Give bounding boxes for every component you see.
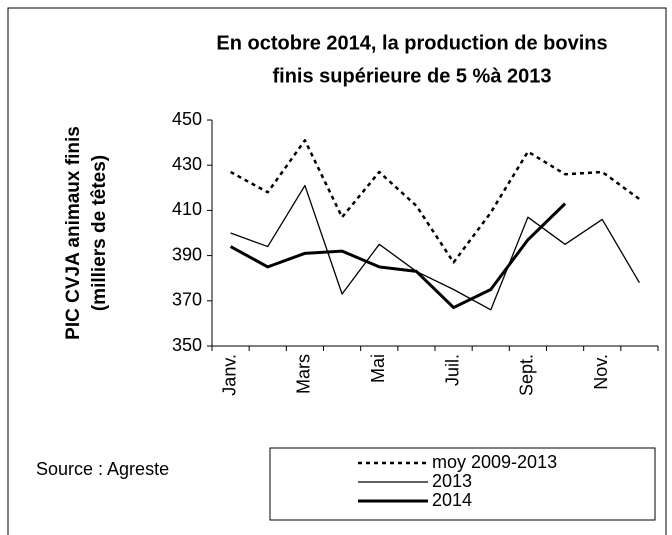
- y-tick-label: 390: [172, 244, 202, 264]
- x-tick-label: Juil.: [442, 354, 462, 386]
- y-tick-label: 410: [172, 199, 202, 219]
- series-line: [229, 202, 567, 310]
- legend-label: moy 2009-2013: [432, 452, 557, 472]
- x-tick-label: Mai: [368, 354, 388, 383]
- chart-title: finis supérieure de 5 %à 2013: [272, 65, 551, 87]
- series-line: [229, 139, 641, 264]
- y-tick-label: 370: [172, 290, 202, 310]
- legend-label: 2014: [432, 490, 472, 510]
- chart-title: En octobre 2014, la production de bovins: [216, 32, 607, 54]
- y-axis-label: (milliers de têtes): [89, 155, 110, 311]
- x-tick-label: Sept.: [517, 354, 537, 396]
- legend-label: 2013: [432, 471, 472, 491]
- y-tick-label: 430: [172, 154, 202, 174]
- x-tick-label: Mars: [294, 354, 314, 394]
- x-tick-label: Janv.: [219, 354, 239, 396]
- x-tick-label: Nov.: [591, 354, 611, 390]
- y-tick-label: 350: [172, 335, 202, 355]
- chart-border: [7, 7, 667, 535]
- source: Source : Agreste: [36, 459, 169, 479]
- y-axis-label: PIC CVJA animaux finis: [63, 126, 84, 340]
- legend-box: [269, 447, 656, 521]
- series-line: [230, 184, 640, 311]
- y-tick-label: 450: [172, 109, 202, 129]
